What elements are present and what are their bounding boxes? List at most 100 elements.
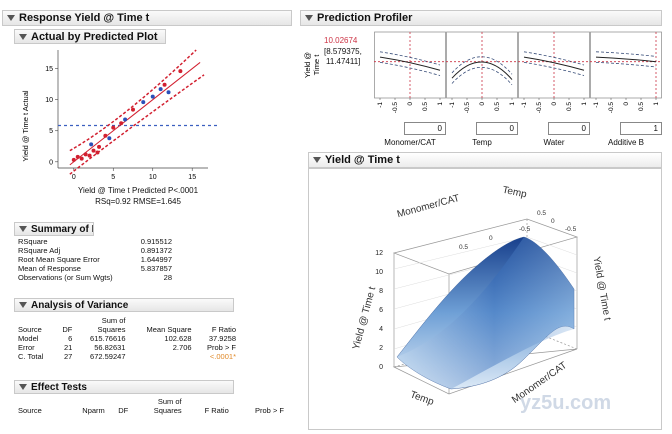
fit-stats-label: RSq=0.92 RMSE=1.645 xyxy=(95,197,181,206)
profiler-interval-lower: [8.579375, xyxy=(324,47,362,56)
summary-value: 1.644997 xyxy=(140,255,172,264)
collapse-triangle-icon[interactable] xyxy=(19,226,27,232)
anova-title: Analysis of Variance xyxy=(31,299,129,311)
summary-value: 0.891372 xyxy=(140,246,172,255)
z-tick-label: 12 xyxy=(375,250,383,257)
summary-label: Observations (or Sum Wgts) xyxy=(18,273,113,282)
actual-by-predicted-header[interactable]: Actual by Predicted Plot xyxy=(14,29,166,44)
anova-column-header: F Ratio xyxy=(211,325,236,334)
axis-label-temp-bottom: Temp xyxy=(408,389,435,408)
data-point-red xyxy=(103,133,108,138)
summary-of-fit-header[interactable]: Summary of Fit xyxy=(14,222,94,236)
profiler-lower-band xyxy=(595,61,657,68)
anova-header[interactable]: Analysis of Variance xyxy=(14,298,234,312)
profiler-curve xyxy=(451,61,513,80)
z-tick-label: 2 xyxy=(379,345,383,352)
surface-plot-header[interactable]: Yield @ Time t xyxy=(308,152,662,168)
y-tick-label: 10 xyxy=(45,97,53,104)
profiler-tick-label: 1 xyxy=(581,102,588,106)
anova-cell: <.0001* xyxy=(209,352,236,361)
profiler-y-label: Yield @ Time t xyxy=(303,52,321,78)
water-input[interactable]: 0 xyxy=(548,122,590,135)
profiler-lower-band xyxy=(451,67,513,86)
anova-cell: 615.76616 xyxy=(90,334,126,343)
z-tick-label: 0 xyxy=(379,364,383,371)
svg-text:Yield @: Yield @ xyxy=(303,52,312,78)
prediction-profiler-header[interactable]: Prediction Profiler xyxy=(300,10,662,26)
svg-text:Time t: Time t xyxy=(312,54,321,75)
summary-row: RSquare Adj 0.891372 xyxy=(16,246,174,255)
anova-cell: 102.628 xyxy=(164,334,192,343)
anova-column-header: DF xyxy=(62,325,73,334)
factor-label-monomer-cat: Monomer/CAT xyxy=(384,138,436,147)
profiler-panel-frame xyxy=(590,31,662,99)
y-tick-label: 0 xyxy=(49,159,53,166)
anova-cell: 21 xyxy=(63,343,73,352)
additive-b-input[interactable]: 1 xyxy=(620,122,662,135)
profiler-tick-label: 0 xyxy=(551,102,558,106)
effect-tests-header[interactable]: Effect Tests xyxy=(14,380,234,394)
summary-row: RSquare 0.915512 xyxy=(16,237,174,246)
summary-row: Observations (or Sum Wgts) 28 xyxy=(16,273,174,282)
data-point-red xyxy=(162,82,167,87)
anova-cell: 56.82631 xyxy=(94,343,126,352)
data-point-red xyxy=(91,148,96,153)
collapse-triangle-icon[interactable] xyxy=(313,157,321,163)
anova-row: Error 21 56.82631 2.706 Prob > F xyxy=(16,343,238,352)
data-point-red xyxy=(75,154,80,159)
effect-column-header: Prob > F xyxy=(255,406,284,415)
x-tick-label: 15 xyxy=(188,174,196,181)
factor-label-water: Water xyxy=(543,138,565,147)
profiler-tick-label: 1 xyxy=(509,102,516,106)
anova-row: C. Total 27 672.59247 <.0001* xyxy=(16,352,238,361)
upper-confidence-curve xyxy=(69,49,197,152)
collapse-triangle-icon[interactable] xyxy=(19,384,27,390)
summary-label: RSquare Adj xyxy=(18,246,61,255)
summary-row: Root Mean Square Error 1.644997 xyxy=(16,255,174,264)
summary-label: RSquare xyxy=(18,237,48,246)
anova-table: Sum of Source DF Squares Mean Square F Ratio… xyxy=(16,316,238,361)
profiler-tick-label: -0.5 xyxy=(608,102,615,114)
profiler-tick-label: -1 xyxy=(521,102,528,108)
response-panel-header[interactable]: Response Yield @ Time t xyxy=(2,10,292,26)
z-axis-label-right: Yield @ Time t xyxy=(590,256,612,322)
data-point-red xyxy=(119,121,124,126)
anova-cell: 2.706 xyxy=(172,343,192,352)
data-point-blue xyxy=(141,100,146,105)
data-point-blue xyxy=(166,90,171,95)
profiler-tick-label: 0.5 xyxy=(422,102,429,111)
collapse-triangle-icon[interactable] xyxy=(19,302,27,308)
lower-confidence-curve xyxy=(69,74,205,175)
summary-of-fit-table: RSquare 0.915512 RSquare Adj 0.891372 Root M… xyxy=(16,237,174,282)
anova-row: Model 6 615.76616 102.628 37.9258 xyxy=(16,334,238,343)
profiler-tick-label: 0.5 xyxy=(566,102,573,111)
data-point-red xyxy=(95,150,100,155)
profiler-lower-band xyxy=(379,61,441,76)
profiler-interval-upper: 11.47411] xyxy=(326,57,361,66)
profiler-tick-label: -0.5 xyxy=(536,102,543,114)
profiler-tick-label: 0.5 xyxy=(638,102,645,111)
data-point-red xyxy=(111,125,116,130)
data-point-red xyxy=(71,157,76,162)
data-point-blue xyxy=(89,142,94,147)
anova-cell: Prob > F xyxy=(207,343,236,352)
temp-input[interactable]: 0 xyxy=(476,122,518,135)
anova-column-header: Mean Square xyxy=(146,325,192,334)
data-point-red xyxy=(178,69,183,74)
profiler-current-value: 10.02674 xyxy=(324,36,358,45)
top-tick-label-b: 0 xyxy=(551,218,555,225)
profiler-tick-label: -0.5 xyxy=(392,102,399,114)
profiler-upper-band xyxy=(595,51,657,57)
profiler-tick-label: 0 xyxy=(479,102,486,106)
surface-plot-area[interactable]: 0 2 4 6 8 10 12 Yield @ Time t Yield @ Time t … xyxy=(308,168,662,430)
collapse-triangle-icon[interactable] xyxy=(7,15,15,21)
profiler-tick-label: 0.5 xyxy=(494,102,501,111)
collapse-triangle-icon[interactable] xyxy=(19,33,27,40)
actual-by-predicted-title: Actual by Predicted Plot xyxy=(31,30,158,43)
data-point-blue xyxy=(123,117,128,122)
collapse-triangle-icon[interactable] xyxy=(305,15,313,21)
effect-column-header: F Ratio xyxy=(204,406,229,415)
monomer-cat-input[interactable]: 0 xyxy=(404,122,446,135)
top-tick-label-b: -0.5 xyxy=(565,226,577,233)
